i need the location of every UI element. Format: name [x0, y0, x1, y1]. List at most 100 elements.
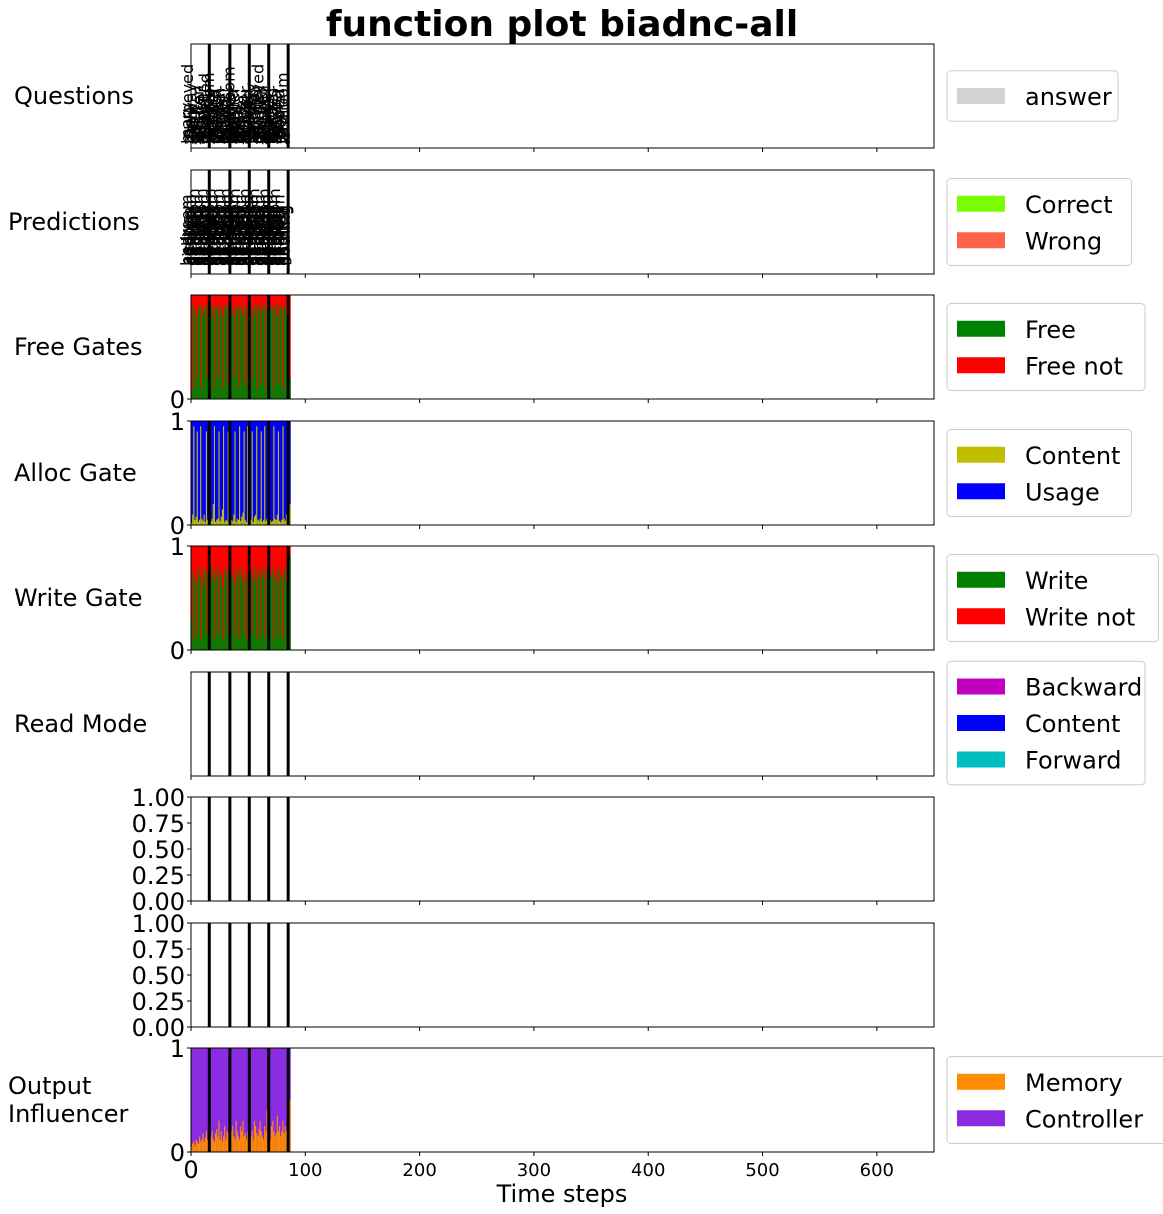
y-tick-label: 0.75 — [132, 810, 185, 838]
bar-bottom — [231, 1131, 233, 1152]
bar-top — [273, 295, 275, 399]
bar-top — [280, 421, 282, 525]
bar-bottom — [195, 1139, 198, 1152]
bar-top — [234, 546, 236, 650]
panel-word: to — [207, 128, 226, 144]
bar-top — [220, 421, 223, 525]
bar-bottom — [225, 577, 227, 650]
panel-word: the — [187, 118, 206, 144]
bar-bottom — [201, 572, 203, 650]
legend-label: Content — [1025, 710, 1120, 738]
bar-bottom — [216, 1129, 218, 1152]
bar-top — [195, 421, 198, 525]
bar-top — [274, 421, 276, 525]
bar-bottom — [204, 305, 207, 399]
bar-top — [204, 1048, 207, 1152]
bar-bottom — [283, 518, 286, 525]
bar-top — [247, 295, 249, 399]
bar-bottom — [279, 520, 281, 525]
panel-word: bathroom — [184, 188, 203, 266]
bar-bottom — [247, 1131, 249, 1152]
panel-word: back — [228, 105, 247, 144]
bar-bottom — [203, 1141, 206, 1152]
bar-top — [264, 295, 266, 399]
bar-bottom — [219, 520, 222, 525]
y-tick-label: 0.00 — [132, 888, 185, 916]
bar-bottom — [212, 1139, 215, 1152]
bar-bottom — [213, 426, 216, 525]
bar-bottom — [282, 388, 284, 399]
bar-bottom — [202, 1133, 204, 1152]
bar-top — [236, 421, 239, 525]
bar-bottom — [242, 512, 244, 525]
bar-top — [243, 546, 246, 650]
bar-top — [194, 421, 196, 525]
bar-top — [252, 1048, 255, 1152]
panel-word: hallway — [178, 205, 197, 266]
bar-bottom — [194, 1145, 196, 1152]
bar-bottom — [272, 566, 274, 650]
bar-bottom — [244, 519, 247, 525]
panel-word: is — [212, 131, 231, 144]
panel-word: office — [183, 222, 202, 266]
bar-bottom — [226, 520, 228, 525]
bar-bottom — [245, 521, 248, 525]
bar-bottom — [263, 305, 265, 399]
panel-word: office — [268, 222, 287, 266]
bar-top — [194, 1048, 196, 1152]
panel-word: bedroom — [270, 194, 289, 266]
legend-label: Memory — [1025, 1069, 1123, 1097]
bar-bottom — [226, 572, 228, 650]
panel-word: garden — [187, 210, 206, 266]
bar-bottom — [275, 572, 278, 650]
bar-bottom — [242, 1120, 244, 1152]
bar-bottom — [211, 1131, 214, 1152]
panel-word: the — [219, 118, 238, 144]
bar-top — [226, 421, 228, 525]
legend-label: Free — [1025, 316, 1076, 344]
bar-bottom — [196, 634, 199, 650]
bar-top — [271, 1048, 273, 1152]
panel-word: john — [268, 109, 287, 145]
bar-bottom — [266, 310, 268, 399]
x-tick-label: 500 — [745, 1160, 779, 1181]
panel-word: answer — [267, 86, 286, 144]
panel-word: answer — [193, 86, 212, 144]
panel-word: back — [185, 105, 204, 144]
legend-swatch — [957, 715, 1005, 731]
bar-bottom — [213, 1141, 216, 1152]
bar-top — [201, 1048, 203, 1152]
bar-bottom — [195, 315, 198, 399]
bar-bottom — [275, 519, 278, 525]
bar-bottom — [237, 519, 240, 525]
bar-bottom — [269, 305, 272, 399]
bar-top — [282, 546, 284, 650]
panel-word: to — [250, 128, 269, 144]
bar-top — [264, 546, 266, 650]
legend-swatch — [957, 232, 1005, 249]
bar-top — [289, 421, 291, 525]
bar-bottom — [196, 1141, 199, 1152]
bar-top — [191, 546, 193, 650]
bar-bottom — [277, 1131, 280, 1152]
bar-bottom — [193, 388, 195, 399]
bar-top — [215, 1048, 217, 1152]
panel-word: bedroom — [250, 194, 269, 266]
chart-title: function plot biadnc-all — [326, 4, 798, 45]
bar-bottom — [227, 1133, 230, 1152]
panel-word: to — [229, 128, 248, 144]
bar-bottom — [224, 566, 226, 650]
bar-top — [263, 1048, 265, 1152]
bar-top — [200, 1048, 202, 1152]
bar-bottom — [216, 577, 218, 650]
bar-top — [225, 421, 227, 525]
bar-bottom — [244, 305, 247, 399]
bar-top — [285, 1048, 288, 1152]
bar-top — [199, 1048, 201, 1152]
bar-top — [220, 1048, 223, 1152]
bar-bottom — [276, 514, 279, 525]
bar-top — [251, 546, 254, 650]
panel-word: office — [197, 222, 216, 266]
panel-word: the — [272, 118, 291, 144]
bar-top — [245, 1048, 248, 1152]
